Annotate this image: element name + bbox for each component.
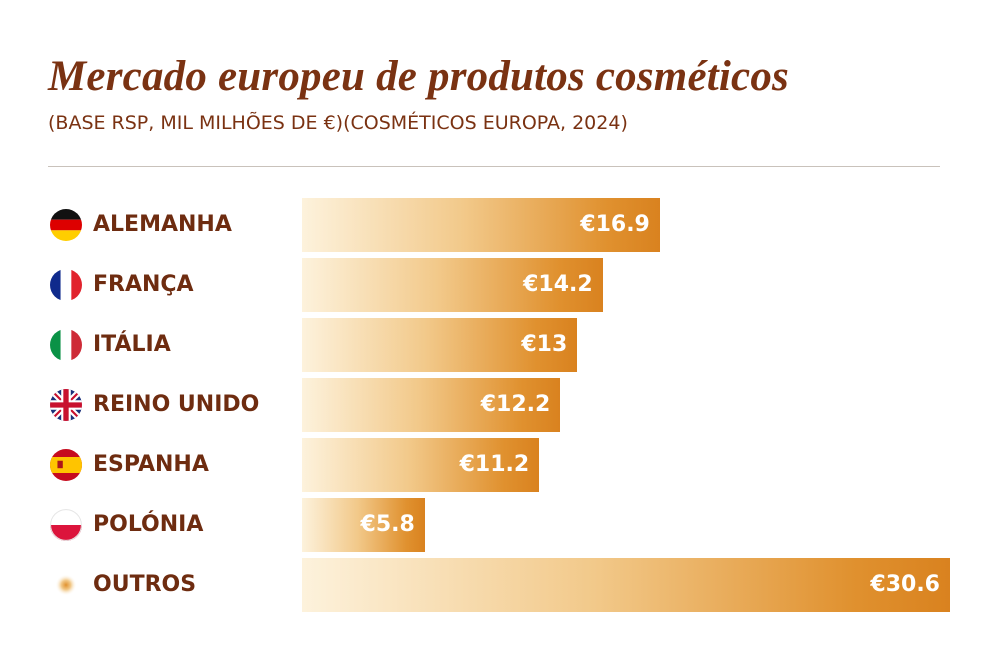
others-dot-icon (50, 569, 82, 601)
bar: €12.2 (302, 378, 561, 432)
bar-row: REINO UNIDO €12.2 (0, 378, 1000, 432)
poland-flag-icon (50, 509, 82, 541)
bar: €16.9 (302, 198, 660, 252)
bar-row: ALEMANHA €16.9 (0, 198, 1000, 252)
chart-subtitle: (BASE RSP, MIL MILHÕES DE €)(COSMÉTICOS … (48, 112, 628, 134)
data-label: €13 (521, 332, 568, 357)
data-label: €5.8 (360, 512, 415, 537)
bar-row: ESPANHA €11.2 (0, 438, 1000, 492)
data-label: €30.6 (870, 572, 940, 597)
bar: €30.6 (302, 558, 950, 612)
category-label: ITÁLIA (93, 332, 171, 357)
bar: €14.2 (302, 258, 603, 312)
bar: €11.2 (302, 438, 540, 492)
bar: €13 (302, 318, 578, 372)
category-label: OUTROS (93, 572, 197, 597)
italy-flag-icon (50, 329, 82, 361)
data-label: €16.9 (580, 212, 650, 237)
bar: €5.8 (302, 498, 425, 552)
bar-row: OUTROS €30.6 (0, 558, 1000, 612)
category-label: ALEMANHA (93, 212, 232, 237)
data-label: €11.2 (459, 452, 530, 477)
uk-flag-icon (50, 389, 82, 421)
france-flag-icon (50, 269, 82, 301)
title-divider (48, 166, 940, 167)
category-label: POLÓNIA (93, 512, 204, 537)
data-label: €12.2 (480, 392, 551, 417)
bar-row: ITÁLIA €13 (0, 318, 1000, 372)
category-label: ESPANHA (93, 452, 209, 477)
spain-flag-icon (50, 449, 82, 481)
bar-row: POLÓNIA €5.8 (0, 498, 1000, 552)
category-label: REINO UNIDO (93, 392, 260, 417)
germany-flag-icon (50, 209, 82, 241)
chart-title: Mercado europeu de produtos cosméticos (48, 53, 789, 100)
category-label: FRANÇA (93, 272, 194, 297)
bar-row: FRANÇA €14.2 (0, 258, 1000, 312)
data-label: €14.2 (523, 272, 593, 297)
